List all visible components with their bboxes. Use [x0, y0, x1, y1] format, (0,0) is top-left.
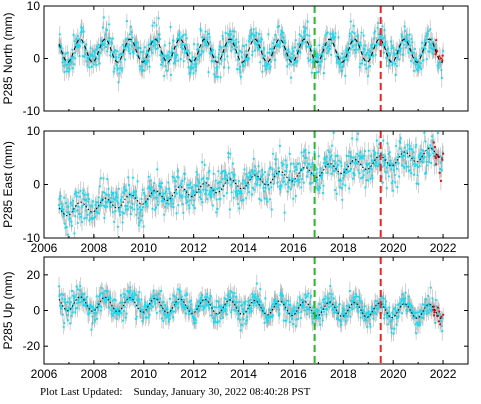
- x-tick-label: 2018: [330, 367, 357, 381]
- y-tick-label: 10: [27, 124, 41, 138]
- x-tick-label: 2008: [81, 367, 108, 381]
- daily-positions: [57, 131, 444, 236]
- y-tick-label: 0: [33, 52, 40, 66]
- x-tick-label: 2020: [380, 367, 407, 381]
- y-tick-label: 0: [33, 178, 40, 192]
- y-tick-label: -20: [23, 339, 41, 353]
- footer-label: Plot Last Updated:: [40, 386, 123, 398]
- panel-data: [57, 131, 445, 238]
- daily-positions: [57, 282, 444, 335]
- x-tick-label: 2014: [230, 241, 257, 255]
- error-bars: [58, 131, 444, 238]
- y-tick-label: 10: [27, 0, 41, 13]
- model-curve: [58, 147, 444, 217]
- x-tick-label: 2022: [430, 241, 457, 255]
- panel-data: [57, 274, 445, 342]
- y-axis-label: P285 North (mm): [1, 12, 15, 104]
- panel-1: -10 0 10 P285 North (mm): [1, 0, 469, 118]
- x-tick-label: 2018: [330, 241, 357, 255]
- x-tick-label: 2014: [230, 367, 257, 381]
- x-tick-label: 2012: [180, 241, 207, 255]
- panel-frame: [43, 256, 469, 365]
- y-axis-label: P285 Up (mm): [1, 271, 15, 349]
- panel-3: 2006 2008 2010 2012 2014 2016 2018 2020 2022 -20 0…: [1, 256, 469, 381]
- y-axis-label: P285 East (mm): [1, 141, 15, 228]
- x-tick-label: 2006: [31, 367, 58, 381]
- x-tick-label: 2012: [180, 367, 207, 381]
- y-tick-label: 20: [27, 268, 41, 282]
- x-tick-label: 2006: [31, 241, 58, 255]
- model-curve: [58, 296, 444, 320]
- panel-2: 2006 2008 2010 2012 2014 2016 2018 2020 2022 -10 0…: [1, 124, 469, 255]
- y-tick-label: -10: [23, 104, 41, 118]
- x-tick-label: 2022: [430, 367, 457, 381]
- model-curve: [58, 38, 444, 63]
- plot-updated-footer: Plot Last Updated: Sunday, January 30, 2…: [40, 386, 310, 398]
- y-tick-label: -10: [23, 231, 41, 245]
- x-tick-label: 2010: [130, 241, 157, 255]
- x-tick-label: 2010: [130, 367, 157, 381]
- x-tick-label: 2020: [380, 241, 407, 255]
- y-tick-label: 0: [33, 304, 40, 318]
- x-tick-label: 2016: [280, 367, 307, 381]
- footer-timestamp: Sunday, January 30, 2022 08:40:28 PST: [133, 386, 311, 398]
- x-tick-label: 2016: [280, 241, 307, 255]
- x-tick-label: 2008: [81, 241, 108, 255]
- panel-data: [57, 8, 445, 92]
